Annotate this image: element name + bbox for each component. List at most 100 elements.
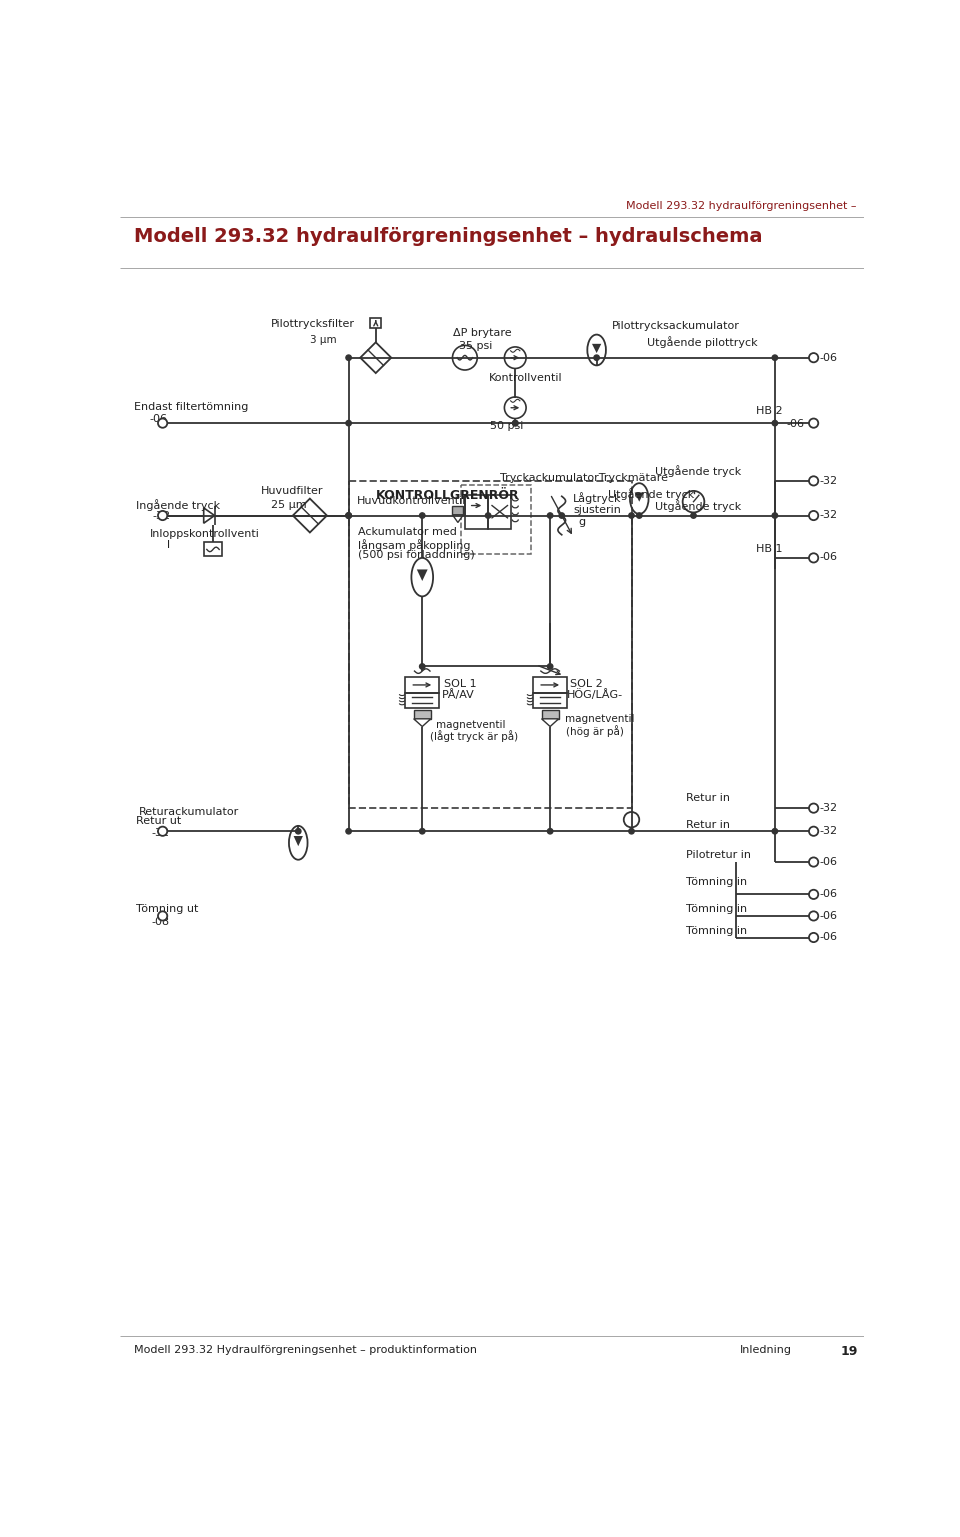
Circle shape: [346, 513, 351, 518]
Text: Endast filtertömning: Endast filtertömning: [134, 401, 249, 412]
Circle shape: [809, 553, 818, 563]
Circle shape: [420, 828, 425, 835]
Text: -08: -08: [151, 918, 169, 927]
Polygon shape: [592, 344, 601, 354]
Text: Huvudkontrollventil: Huvudkontrollventil: [356, 496, 466, 506]
Text: -32: -32: [820, 475, 838, 486]
FancyBboxPatch shape: [414, 710, 431, 719]
FancyBboxPatch shape: [541, 710, 559, 719]
Text: -06: -06: [820, 552, 838, 563]
Circle shape: [683, 490, 705, 512]
Circle shape: [809, 827, 818, 836]
Text: -06: -06: [786, 418, 804, 429]
Text: (500 psi förladdning): (500 psi förladdning): [358, 550, 474, 559]
Polygon shape: [541, 719, 559, 727]
Circle shape: [504, 397, 526, 418]
Text: -06: -06: [820, 856, 838, 867]
Text: l: l: [166, 539, 170, 550]
Text: (lågt tryck är på): (lågt tryck är på): [430, 730, 518, 741]
Text: Tömning ut: Tömning ut: [135, 904, 198, 915]
Circle shape: [624, 812, 639, 827]
Text: (hög är på): (hög är på): [566, 725, 624, 736]
Text: g: g: [579, 516, 586, 527]
Text: Pilottrycksfilter: Pilottrycksfilter: [271, 320, 355, 329]
Circle shape: [346, 513, 351, 518]
Text: Inledning: Inledning: [740, 1345, 792, 1354]
Text: 3 µm: 3 µm: [310, 335, 337, 344]
Circle shape: [158, 827, 167, 836]
Circle shape: [504, 347, 526, 369]
Circle shape: [346, 421, 351, 426]
Circle shape: [809, 890, 818, 899]
Polygon shape: [635, 492, 644, 501]
Circle shape: [809, 510, 818, 520]
Text: SOL 1: SOL 1: [444, 679, 476, 689]
Circle shape: [691, 513, 696, 518]
FancyBboxPatch shape: [452, 506, 464, 515]
Circle shape: [346, 355, 351, 360]
Text: HÖG/LÅG-: HÖG/LÅG-: [567, 690, 623, 701]
Text: -32: -32: [820, 825, 838, 836]
Text: Utgående tryck: Utgående tryck: [609, 489, 694, 501]
Text: Huvudfilter: Huvudfilter: [261, 486, 324, 496]
Circle shape: [296, 828, 301, 835]
Text: 35 psi: 35 psi: [460, 341, 492, 350]
Text: 25 µm: 25 µm: [271, 500, 307, 510]
Circle shape: [629, 828, 635, 835]
Circle shape: [547, 513, 553, 518]
Circle shape: [420, 664, 425, 669]
Text: Retur ut: Retur ut: [135, 816, 180, 825]
Text: PÅ/AV: PÅ/AV: [442, 690, 474, 701]
Text: Pilotretur in: Pilotretur in: [685, 850, 751, 861]
Text: långsam påkoppling: långsam påkoppling: [358, 538, 470, 550]
Text: -06: -06: [150, 413, 167, 424]
Text: Returackumulator: Returackumulator: [139, 807, 240, 816]
Text: -06: -06: [820, 910, 838, 921]
Circle shape: [809, 804, 818, 813]
Text: Ackumulator med: Ackumulator med: [358, 527, 457, 536]
Circle shape: [809, 933, 818, 942]
Text: Pilottrycksackumulator: Pilottrycksackumulator: [612, 321, 740, 330]
Circle shape: [547, 664, 553, 669]
Circle shape: [594, 355, 599, 360]
Polygon shape: [294, 836, 303, 847]
Text: magnetventil: magnetventil: [436, 719, 506, 730]
Text: -32: -32: [153, 510, 171, 521]
Text: Utgående tryck: Utgående tryck: [655, 466, 741, 478]
Text: 19: 19: [841, 1345, 858, 1357]
FancyBboxPatch shape: [204, 543, 223, 556]
Circle shape: [772, 513, 778, 518]
Text: Inloppskontrollventi: Inloppskontrollventi: [150, 529, 259, 539]
Circle shape: [629, 513, 635, 518]
Text: Modell 293.32 Hydraulförgreningsenhet – produktinformation: Modell 293.32 Hydraulförgreningsenhet – …: [134, 1345, 477, 1354]
Circle shape: [346, 513, 351, 518]
Circle shape: [513, 421, 518, 426]
Text: sjusterin: sjusterin: [573, 504, 621, 515]
Text: Modell 293.32 hydraulförgreningsenhet –: Modell 293.32 hydraulförgreningsenhet –: [626, 201, 856, 212]
Circle shape: [158, 418, 167, 427]
Circle shape: [809, 911, 818, 921]
Text: -06: -06: [820, 931, 838, 942]
Text: ΔP brytare: ΔP brytare: [453, 329, 512, 338]
Text: Kontrollventil: Kontrollventil: [489, 373, 563, 383]
Text: Utgående pilottryck: Utgående pilottryck: [647, 337, 757, 347]
Text: Tömning in: Tömning in: [685, 925, 747, 936]
Circle shape: [772, 355, 778, 360]
Text: -32: -32: [820, 802, 838, 813]
Text: magnetventil: magnetventil: [564, 715, 635, 724]
Polygon shape: [452, 515, 464, 523]
Text: -06: -06: [820, 354, 838, 363]
Circle shape: [772, 828, 778, 835]
Circle shape: [486, 513, 491, 518]
Polygon shape: [417, 569, 427, 581]
Circle shape: [809, 354, 818, 363]
Text: -32: -32: [151, 828, 169, 838]
Text: Utgående tryck: Utgående tryck: [655, 500, 741, 512]
Text: Retur in: Retur in: [685, 793, 730, 802]
Circle shape: [809, 476, 818, 486]
Text: Tömning in: Tömning in: [685, 878, 747, 887]
Circle shape: [513, 421, 518, 426]
Circle shape: [559, 513, 564, 518]
Text: Ingående tryck: Ingående tryck: [135, 498, 220, 510]
Text: TryckackumulatorTryckmätare: TryckackumulatorTryckmätare: [500, 473, 668, 483]
